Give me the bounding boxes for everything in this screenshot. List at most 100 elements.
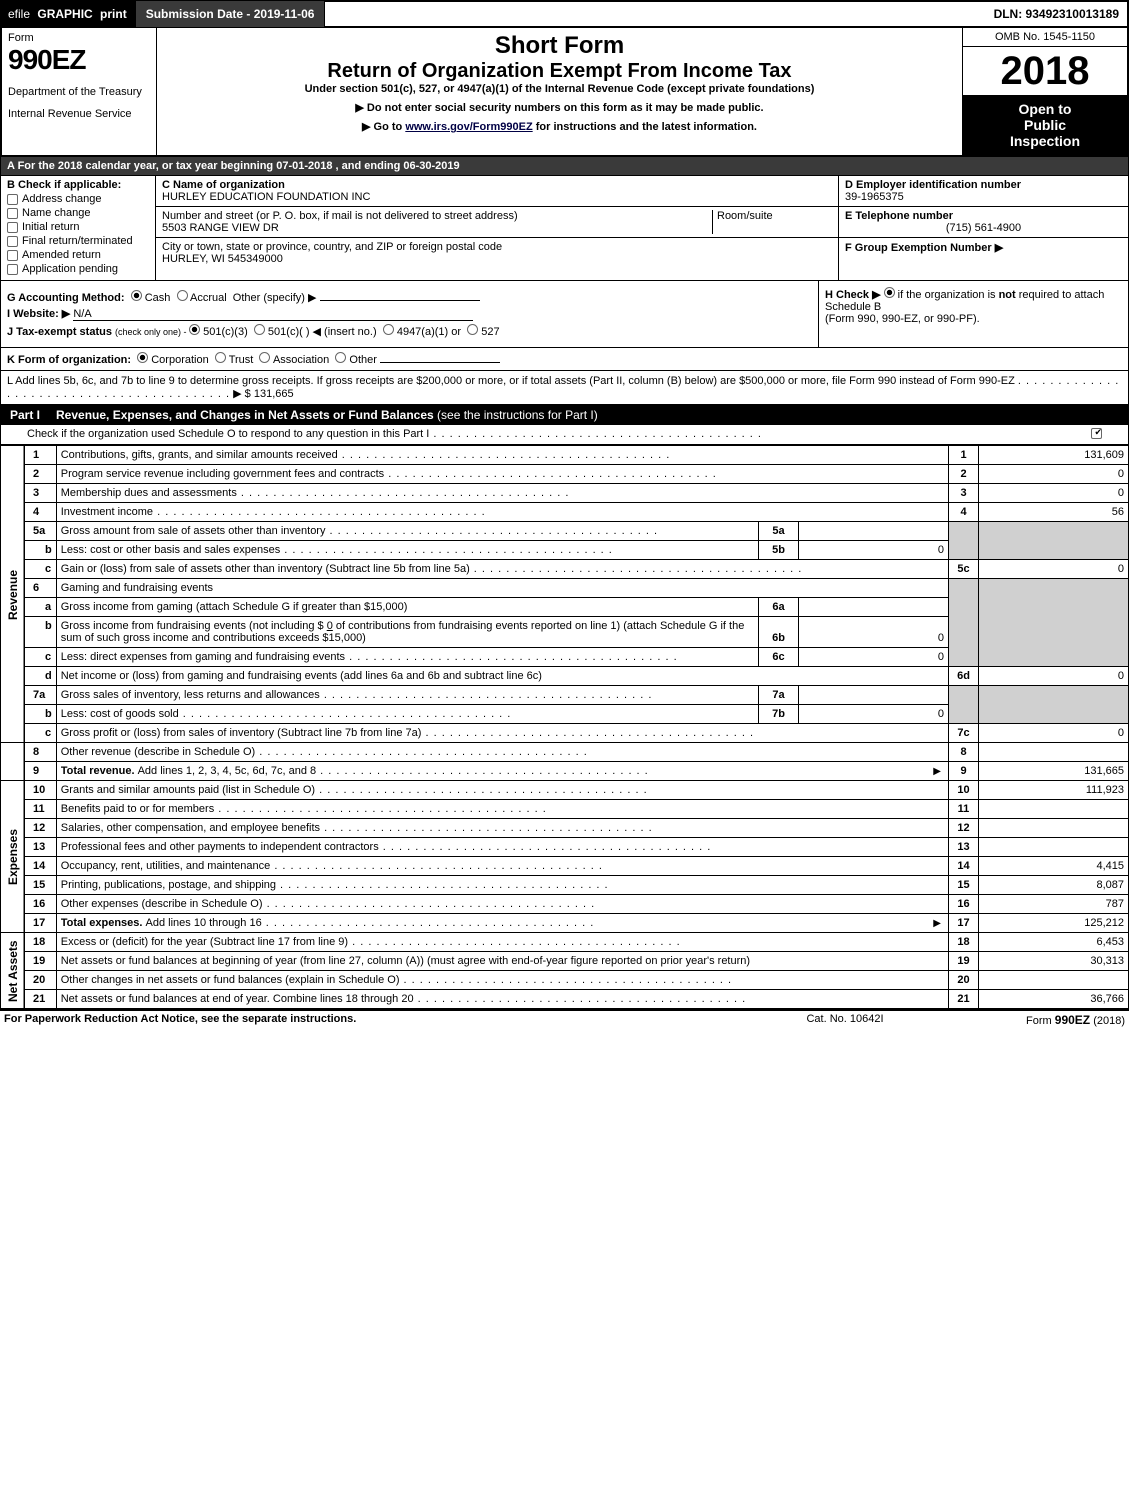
line-col-val: 30,313 — [979, 952, 1129, 971]
line-6b-desc: Gross income from fundraising events (no… — [56, 617, 758, 648]
inset-val: 0 — [799, 617, 949, 648]
line-desc: Net assets or fund balances at end of ye… — [61, 993, 414, 1005]
part-1-header: Part I Revenue, Expenses, and Changes in… — [0, 405, 1129, 425]
section-l: L Add lines 5b, 6c, and 7b to line 9 to … — [0, 371, 1129, 405]
inspect-3: Inspection — [967, 133, 1123, 149]
print-link[interactable]: print — [100, 7, 127, 21]
line-5a: 5aGross amount from sale of assets other… — [1, 522, 1129, 541]
open-to-public: Open to Public Inspection — [963, 95, 1127, 155]
line-col-val — [979, 971, 1129, 990]
top-bar: efile GRAPHIC print Submission Date - 20… — [0, 0, 1129, 28]
inset-num: 6c — [759, 648, 799, 667]
line-col-val: 0 — [979, 724, 1129, 743]
line-col-num: 11 — [949, 800, 979, 819]
line-14: 14Occupancy, rent, utilities, and mainte… — [1, 857, 1129, 876]
checkbox-icon[interactable] — [7, 194, 18, 205]
part-1-check-txt: Check if the organization used Schedule … — [27, 428, 1082, 441]
checkbox-icon[interactable] — [7, 250, 18, 261]
a-mid: , and ending — [332, 160, 403, 172]
line-desc: Salaries, other compensation, and employ… — [61, 822, 320, 834]
line-col-val — [979, 800, 1129, 819]
radio-assoc[interactable] — [259, 352, 270, 363]
section-f: F Group Exemption Number ▶ — [839, 238, 1128, 257]
radio-other[interactable] — [335, 352, 346, 363]
radio-527[interactable] — [467, 324, 478, 335]
radio-501c3[interactable] — [189, 324, 200, 335]
shade-cell — [949, 686, 979, 724]
room-suite: Room/suite — [712, 210, 832, 234]
arrow-icon — [933, 917, 944, 929]
part-1-check: Check if the organization used Schedule … — [0, 425, 1129, 445]
radio-trust[interactable] — [215, 352, 226, 363]
radio-h[interactable] — [884, 287, 895, 298]
k-other-blank[interactable] — [380, 362, 500, 363]
chk-address[interactable]: Address change — [7, 193, 149, 205]
line-21: 21Net assets or fund balances at end of … — [1, 990, 1129, 1009]
line-col-val: 0 — [979, 667, 1129, 686]
j-sm: (check only one) - — [115, 327, 189, 337]
header-left: Form 990EZ Department of the Treasury In… — [2, 28, 157, 155]
line-18: Net Assets 18Excess or (deficit) for the… — [1, 933, 1129, 952]
chk-final[interactable]: Final return/terminated — [7, 235, 149, 247]
shade-cell — [979, 686, 1129, 724]
g-other-blank[interactable] — [320, 300, 480, 301]
line-desc: Gross sales of inventory, less returns a… — [61, 689, 320, 701]
checkbox-icon[interactable] — [7, 264, 18, 275]
efile-block: efile GRAPHIC print — [0, 0, 135, 28]
radio-cash[interactable] — [131, 290, 142, 301]
line-16: 16Other expenses (describe in Schedule O… — [1, 895, 1129, 914]
c-city-lbl: City or town, state or province, country… — [162, 241, 832, 253]
line-col-val: 787 — [979, 895, 1129, 914]
radio-corp[interactable] — [137, 352, 148, 363]
dln: DLN: 93492310013189 — [986, 0, 1129, 28]
radio-accrual[interactable] — [177, 290, 188, 301]
c-city-row: City or town, state or province, country… — [156, 238, 838, 268]
netassets-side-label: Net Assets — [1, 933, 25, 1009]
line-col-val: 131,609 — [979, 446, 1129, 465]
chk-amended[interactable]: Amended return — [7, 249, 149, 261]
checkbox-icon[interactable] — [1091, 428, 1102, 439]
line-col-val: 0 — [979, 484, 1129, 503]
line-col-num: 9 — [949, 762, 979, 781]
radio-501c[interactable] — [254, 324, 265, 335]
shade-cell — [949, 579, 979, 667]
h-txt1: if the organization is — [898, 289, 999, 301]
line-desc: Other revenue (describe in Schedule O) — [61, 746, 255, 758]
inset-val: 0 — [799, 705, 949, 724]
note-ssn: ▶ Do not enter social security numbers o… — [161, 101, 958, 114]
chk-initial[interactable]: Initial return — [7, 221, 149, 233]
chk-label: Amended return — [22, 249, 101, 261]
page-footer: For Paperwork Reduction Act Notice, see … — [0, 1009, 1129, 1029]
line-20: 20Other changes in net assets or fund ba… — [1, 971, 1129, 990]
radio-4947[interactable] — [383, 324, 394, 335]
chk-pending[interactable]: Application pending — [7, 263, 149, 275]
d1: Gross income from fundraising events (no… — [61, 620, 327, 632]
line-desc: Less: cost of goods sold — [61, 708, 179, 720]
chk-label: Final return/terminated — [22, 235, 133, 247]
irs-link[interactable]: www.irs.gov/Form990EZ — [405, 121, 532, 133]
line-desc: Other expenses (describe in Schedule O) — [61, 898, 263, 910]
section-ghij: G Accounting Method: Cash Accrual Other … — [0, 281, 1129, 348]
f-lbl: F Group Exemption Number ▶ — [845, 241, 1122, 254]
checkbox-icon[interactable] — [7, 236, 18, 247]
arrow-icon — [933, 765, 944, 777]
line-desc-b: Total revenue. — [61, 765, 138, 777]
checkbox-icon[interactable] — [7, 208, 18, 219]
line-desc: Net income or (loss) from gaming and fun… — [61, 670, 542, 682]
line-col-num: 5c — [949, 560, 979, 579]
chk-name[interactable]: Name change — [7, 207, 149, 219]
title-return: Return of Organization Exempt From Incom… — [161, 60, 958, 83]
line-desc: Net assets or fund balances at beginning… — [61, 955, 750, 967]
line-desc: Add lines 10 through 16 — [146, 917, 262, 929]
website: N/A — [73, 308, 473, 321]
org-name: HURLEY EDUCATION FOUNDATION INC — [162, 191, 832, 203]
inset-num: 6a — [759, 598, 799, 617]
inspect-1: Open to — [967, 101, 1123, 117]
c-name-lbl: C Name of organization — [162, 179, 832, 191]
a-begin: 07-01-2018 — [276, 160, 332, 172]
checkbox-icon[interactable] — [7, 222, 18, 233]
header-middle: Short Form Return of Organization Exempt… — [157, 28, 962, 155]
line-13: 13Professional fees and other payments t… — [1, 838, 1129, 857]
e-lbl: E Telephone number — [845, 210, 1122, 222]
line-3: 3Membership dues and assessments 30 — [1, 484, 1129, 503]
